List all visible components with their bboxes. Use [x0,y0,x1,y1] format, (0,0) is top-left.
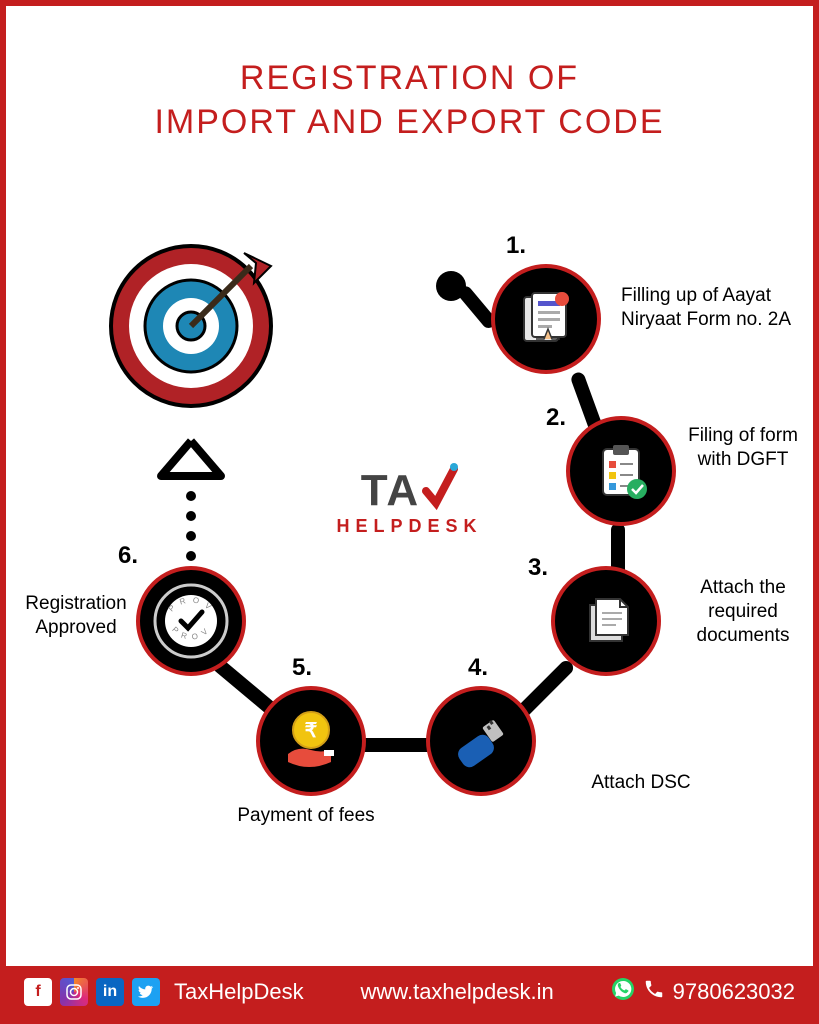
facebook-icon[interactable]: f [24,978,52,1006]
footer-bar: f in TaxHelpDesk www.taxhelpdesk.in 9780… [6,966,813,1018]
step-number-3: 3. [528,554,548,582]
step-node-3 [551,566,661,676]
step-number-6: 6. [118,542,138,570]
step-number-5: 5. [292,654,312,682]
twitter-icon[interactable] [132,978,160,1006]
logo-main: TA [336,461,482,516]
arrow-up-icon [151,431,231,576]
step-label-5: Payment of fees [236,804,376,828]
footer-phone[interactable]: 9780623032 [673,979,795,1005]
footer-right: 9780623032 [611,977,795,1007]
step-number-2: 2. [546,404,566,432]
step-number-4: 4. [468,654,488,682]
step-label-1: Filling up of Aayat Niryaat Form no. 2A [621,284,811,332]
target-icon [106,241,276,411]
logo-sub: HELPDESK [336,516,482,537]
step-node-4 [426,686,536,796]
page-title: REGISTRATION OF IMPORT AND EXPORT CODE [6,6,813,144]
instagram-icon[interactable] [60,978,88,1006]
footer-left: f in TaxHelpDesk [24,978,304,1006]
step-node-5: ₹ [256,686,366,796]
step-label-2: Filing of form with DGFT [688,424,798,472]
whatsapp-icon[interactable] [611,977,635,1007]
footer-url[interactable]: www.taxhelpdesk.in [361,979,554,1005]
step-label-4: Attach DSC [571,771,711,795]
center-logo: TA HELPDESK [336,461,482,537]
title-line2: IMPORT AND EXPORT CODE [154,103,664,141]
step-label-3: Attach the required documents [678,576,808,647]
connector-line [356,738,436,752]
linkedin-icon[interactable]: in [96,978,124,1006]
step-label-6: Registration Approved [16,592,136,640]
phone-icon[interactable] [643,978,665,1006]
step-node-2 [566,416,676,526]
svg-text:₹: ₹ [305,720,318,742]
step-node-1 [491,264,601,374]
title-line1: REGISTRATION OF [240,59,579,97]
step-number-1: 1. [506,232,526,260]
step-node-6: A P P R O V E DA P P R O V E D [136,566,246,676]
infographic-frame: REGISTRATION OF IMPORT AND EXPORT CODE [0,0,819,1024]
content-area: REGISTRATION OF IMPORT AND EXPORT CODE [6,6,813,966]
footer-handle: TaxHelpDesk [174,979,304,1005]
